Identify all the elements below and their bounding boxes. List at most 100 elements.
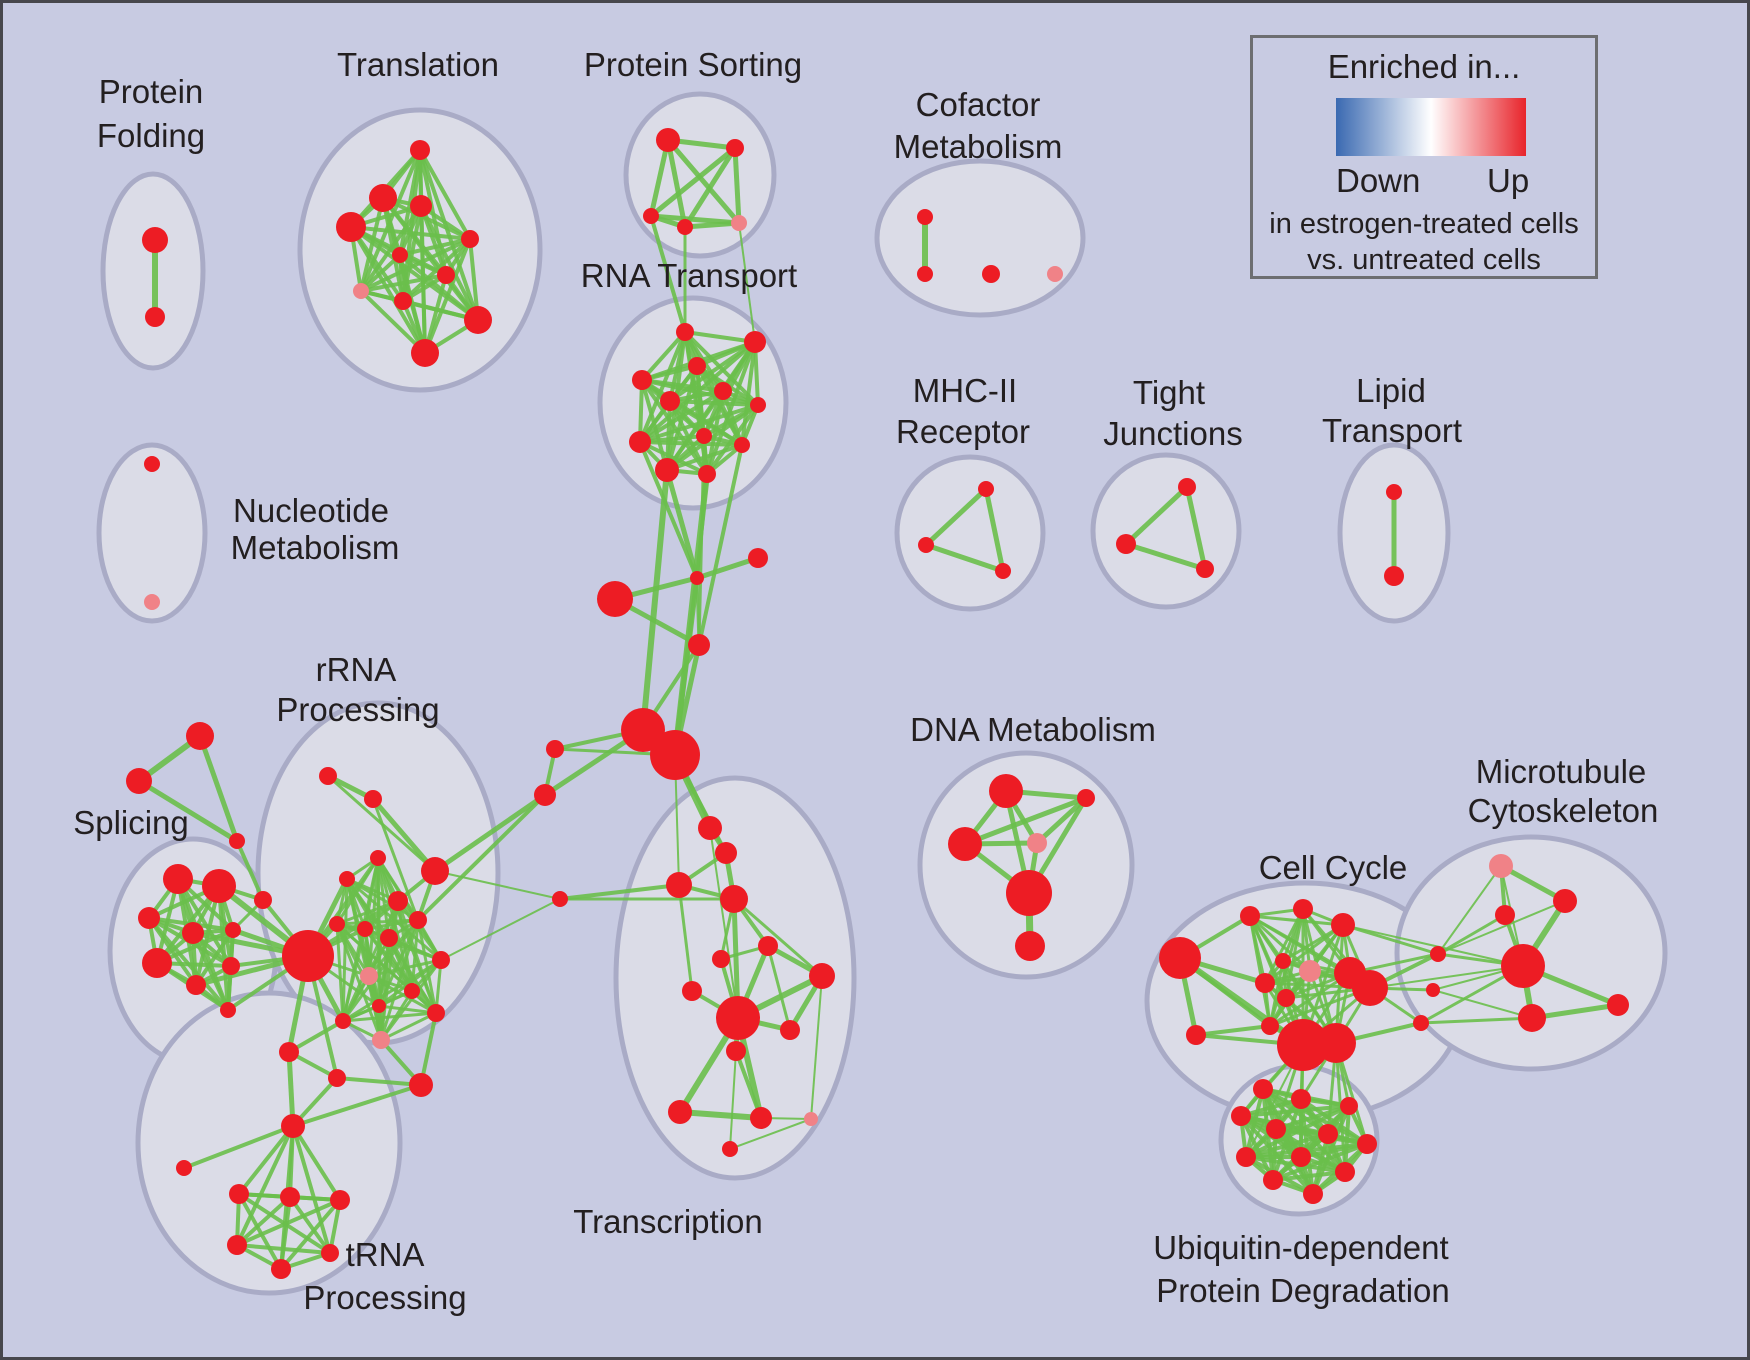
edge-MH1-MH2 xyxy=(924,487,988,547)
node-DM3 xyxy=(948,827,982,861)
edge-MH1-MH3 xyxy=(983,488,1006,572)
node-TL1 xyxy=(369,184,397,212)
edge-CN1-TC3 xyxy=(559,883,680,901)
edge-RR10-RR17 xyxy=(379,919,420,1041)
node-TC3 xyxy=(666,872,692,898)
node-TC13 xyxy=(804,1112,818,1126)
node-TL4 xyxy=(410,140,430,160)
cluster-label-ubiquitin-degradation-0: Ubiquitin-dependent xyxy=(1153,1229,1448,1266)
node-CC1 xyxy=(1159,937,1201,979)
node-MT6 xyxy=(1430,946,1446,962)
node-SP5 xyxy=(225,922,241,938)
edge-TL5-TL6 xyxy=(399,237,471,257)
node-LP2 xyxy=(1384,566,1404,586)
node-RR16 xyxy=(335,1013,351,1029)
edge-TJ2-TJ3 xyxy=(1125,541,1206,572)
node-MH2 xyxy=(918,537,934,553)
node-TC7 xyxy=(682,981,702,1001)
node-MTH xyxy=(1501,944,1545,988)
node-CC2 xyxy=(1186,1025,1206,1045)
node-PS2 xyxy=(726,139,744,157)
edge-RR11-CN1 xyxy=(440,898,561,961)
node-UB7 xyxy=(1357,1134,1377,1154)
node-TC4 xyxy=(720,885,748,913)
node-CN1 xyxy=(552,891,568,907)
node-TJ2 xyxy=(1116,534,1136,554)
edge-TN2-TN6 xyxy=(279,1196,292,1270)
node-TN6 xyxy=(271,1259,291,1279)
edge-TL4-TL10 xyxy=(418,149,480,321)
legend-down-label: Down xyxy=(1336,162,1421,199)
cluster-label-rrna-processing-1: Processing xyxy=(276,691,439,728)
node-PS5 xyxy=(731,215,747,231)
cluster-label-rna-transport-0: RNA Transport xyxy=(581,257,797,294)
node-MT1 xyxy=(1489,854,1513,878)
node-RR2 xyxy=(364,790,382,808)
edge-CC12-MT6 xyxy=(1342,923,1439,956)
edge-RT9-RT10 xyxy=(639,440,743,447)
edge-RR21-RR5 xyxy=(433,792,547,874)
node-RT6 xyxy=(660,391,680,411)
cluster-label-nucleotide-metabolism-0: Nucleotide xyxy=(233,492,389,529)
node-RT11 xyxy=(655,458,679,482)
edge-PS2-PS4 xyxy=(682,146,738,229)
node-UB5 xyxy=(1266,1119,1286,1139)
node-TC8 xyxy=(809,963,835,989)
node-UB3 xyxy=(1340,1097,1358,1115)
edge-DM2-DM3 xyxy=(964,795,1087,847)
node-CC10 xyxy=(1240,906,1260,926)
node-TL10 xyxy=(464,306,492,334)
edge-TNH-TN4 xyxy=(235,1125,295,1246)
node-SP4 xyxy=(182,922,204,944)
node-RT5 xyxy=(714,382,732,400)
legend-caption-line2: vs. untreated cells xyxy=(1307,244,1541,276)
edge-TN3-TN4 xyxy=(236,1198,341,1247)
node-NM2 xyxy=(144,594,160,610)
edge-CC9-CC10 xyxy=(1248,915,1272,1027)
node-RT12 xyxy=(698,465,716,483)
node-RR12 xyxy=(360,967,378,985)
node-TC6 xyxy=(712,950,730,968)
edge-RR8-RR16 xyxy=(341,928,367,1022)
edge-PS2-PS5 xyxy=(732,147,742,224)
cluster-mhc-ii-receptor xyxy=(894,454,1046,612)
node-PF2 xyxy=(145,307,165,327)
edge-RR20-RR19 xyxy=(336,1076,422,1087)
edge-PS2-PS3 xyxy=(649,146,737,218)
edge-SP2-SP9 xyxy=(217,885,230,1011)
node-RR13 xyxy=(404,983,420,999)
edge-CH2-CH3 xyxy=(696,555,759,581)
node-SP6 xyxy=(142,948,172,978)
cluster-label-tight-junctions-0: Tight xyxy=(1133,374,1205,411)
edge-MT6-MT3 xyxy=(1437,913,1506,956)
edge-TC8-TC13 xyxy=(810,975,823,1120)
edge-RT1-RT9 xyxy=(638,331,687,443)
edge-TC4-TC8 xyxy=(733,897,823,978)
edge-RR14-RR15 xyxy=(378,1004,437,1015)
node-RR11 xyxy=(432,951,450,969)
cluster-nucleotide-metabolism xyxy=(96,442,208,624)
cluster-label-ubiquitin-degradation-1: Protein Degradation xyxy=(1156,1272,1450,1309)
node-SP8 xyxy=(222,957,240,975)
node-MT4 xyxy=(1518,1004,1546,1032)
cluster-label-cofactor-metabolism-1: Metabolism xyxy=(894,128,1063,165)
node-RR19 xyxy=(328,1069,346,1087)
edge-TC7-TC3 xyxy=(677,884,694,992)
node-MT2 xyxy=(1553,889,1577,913)
node-CCA xyxy=(1277,1019,1329,1071)
node-RT9 xyxy=(629,431,651,453)
node-SP7 xyxy=(186,975,206,995)
cluster-label-mhc-ii-receptor-1: Receptor xyxy=(896,413,1030,450)
edge-CC8-MTH xyxy=(1369,965,1524,989)
cluster-label-protein-folding-0: Protein xyxy=(99,73,204,110)
edge-TJ1-TJ2 xyxy=(1124,485,1189,546)
node-SPX xyxy=(254,891,272,909)
node-TA2 xyxy=(126,768,152,794)
edge-RT10-CH4 xyxy=(697,444,744,646)
edge-TJ1-TJ3 xyxy=(1184,486,1208,570)
cluster-label-lipid-transport-0: Lipid xyxy=(1356,372,1426,409)
edge-CC6-CC10 xyxy=(1248,914,1312,973)
edge-RT4-RT7 xyxy=(641,378,759,407)
node-SP3 xyxy=(138,907,160,929)
node-TJ1 xyxy=(1178,478,1196,496)
